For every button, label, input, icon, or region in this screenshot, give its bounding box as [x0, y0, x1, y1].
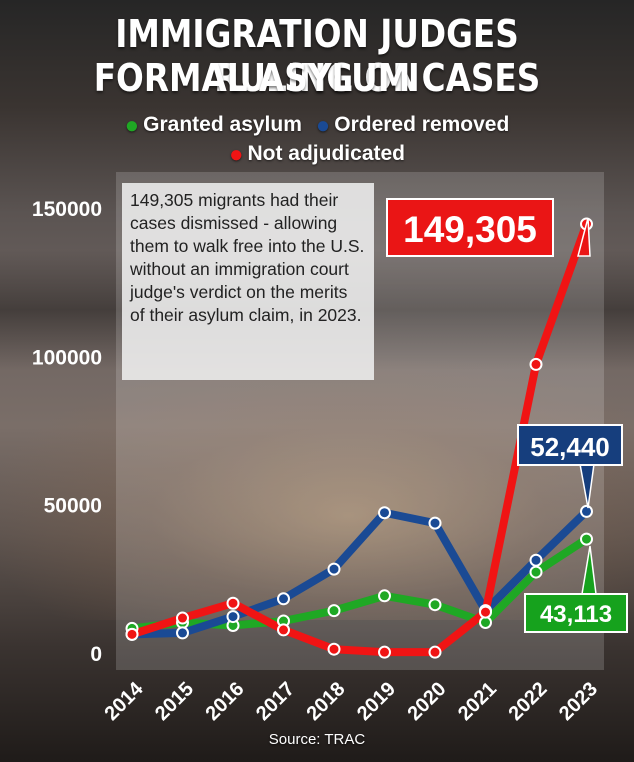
legend-label-granted: Granted asylum — [143, 113, 302, 136]
x-tick-label-2020: 2020 — [404, 678, 451, 725]
point-not-adjudicated-2014 — [125, 627, 139, 641]
y-tick-label-150000: 150000 — [32, 198, 102, 221]
legend-row-2: ● Not adjudicated — [0, 141, 634, 169]
point-not-adjudicated-2017 — [277, 623, 290, 637]
series-line-ordered-removed — [128, 507, 591, 639]
point-not-adjudicated-2019 — [378, 645, 391, 659]
point-not-adjudicated-2015 — [176, 611, 189, 625]
point-ordered-removed-2017 — [277, 592, 290, 606]
legend-dot-green-icon: ● — [124, 112, 140, 139]
series-line-not-adjudicated — [128, 220, 591, 657]
callout-granted: 43,113 — [524, 593, 628, 633]
legend-label-not-adjudicated: Not adjudicated — [247, 142, 405, 165]
point-ordered-removed-2018 — [327, 562, 341, 576]
legend-item-removed: ● Ordered removed — [316, 112, 510, 140]
x-tick-label-2017: 2017 — [252, 678, 299, 725]
point-granted-asylum-2018 — [327, 604, 341, 618]
point-ordered-removed-2019 — [378, 506, 391, 520]
callout-ordered-removed: 52,440 — [517, 424, 623, 466]
source-credit: Source: TRAC — [268, 731, 366, 748]
x-tick-label-2022: 2022 — [505, 678, 552, 725]
callout-pointer-blue — [579, 463, 595, 509]
point-not-adjudicated-2016 — [226, 596, 240, 610]
x-tick-label-2015: 2015 — [151, 678, 198, 725]
x-tick-label-2016: 2016 — [202, 678, 249, 725]
point-not-adjudicated-2018 — [327, 642, 341, 656]
point-not-adjudicated-2022 — [529, 357, 543, 371]
callout-pointer-green — [581, 545, 597, 595]
point-ordered-removed-2015 — [176, 626, 189, 640]
legend-label-removed: Ordered removed — [334, 113, 510, 136]
point-ordered-removed-2023 — [580, 504, 593, 518]
legend-item-not-adjudicated: ● Not adjudicated — [229, 141, 405, 169]
point-not-adjudicated-2021 — [479, 605, 492, 619]
annotation-box: 149,305 migrants had their cases dismiss… — [122, 183, 374, 380]
point-granted-asylum-2021 — [479, 616, 492, 629]
point-ordered-removed-2020 — [428, 516, 442, 530]
point-ordered-removed-2016 — [226, 610, 240, 624]
legend-dot-red-icon: ● — [228, 141, 244, 168]
y-tick-label-100000: 100000 — [32, 346, 102, 369]
y-tick-label-50000: 50000 — [44, 495, 102, 518]
x-tick-label-2023: 2023 — [555, 678, 602, 725]
point-granted-asylum-2022 — [529, 565, 543, 579]
chart-title-line-1: IMMIGRATION JUDGES RULING ON — [115, 12, 519, 100]
x-tick-label-2018: 2018 — [303, 678, 350, 725]
x-tick-label-2021: 2021 — [454, 678, 501, 725]
legend-item-granted: ● Granted asylum — [125, 112, 302, 140]
point-granted-asylum-2020 — [428, 598, 442, 612]
y-tick-label-0: 0 — [90, 643, 102, 666]
x-tick-label-2014: 2014 — [101, 677, 149, 725]
legend-dot-blue-icon: ● — [315, 112, 331, 139]
point-not-adjudicated-2020 — [428, 645, 442, 659]
chart-title-line-2: FORMAL ASYLUM CASES — [93, 56, 541, 100]
callout-not-adjudicated: 149,305 — [386, 198, 554, 257]
point-granted-asylum-2019 — [378, 589, 391, 603]
x-tick-label-2019: 2019 — [353, 678, 400, 725]
callout-pointer-red — [577, 217, 591, 257]
legend-row-1: ● Granted asylum ● Ordered removed — [0, 112, 634, 140]
point-ordered-removed-2022 — [529, 553, 543, 567]
point-granted-asylum-2023 — [580, 532, 593, 546]
